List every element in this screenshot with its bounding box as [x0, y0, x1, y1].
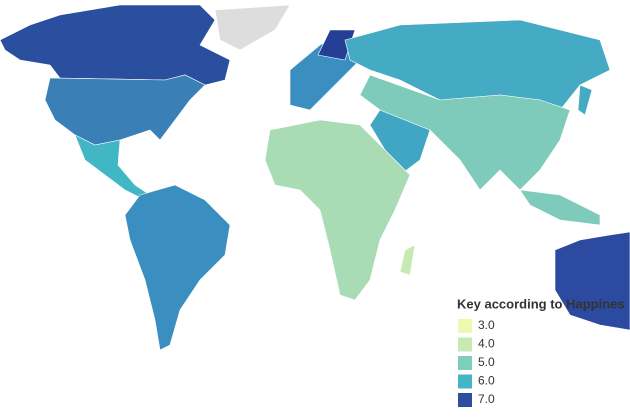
- greenland: [214, 4, 291, 51]
- legend-swatch: [458, 356, 472, 370]
- usa: [44, 74, 206, 146]
- canada: [0, 4, 231, 86]
- legend-title: Key according to Happines: [457, 296, 625, 311]
- legend-label: 5.0: [478, 355, 495, 369]
- africa: [264, 119, 411, 301]
- south-america: [124, 184, 231, 351]
- legend-swatch: [458, 319, 472, 333]
- legend-swatch: [458, 393, 472, 407]
- indonesia: [519, 189, 601, 226]
- legend-label: 7.0: [478, 392, 495, 406]
- legend-label: 3.0: [478, 318, 495, 332]
- legend: Key according to Happines 3.0 4.0 5.0 6.0 7.…: [457, 296, 625, 407]
- landmass: [0, 4, 630, 351]
- legend-swatch: [458, 337, 472, 352]
- madagascar: [399, 244, 416, 276]
- scandinavia: [317, 29, 356, 61]
- central-america: [74, 134, 151, 201]
- japan: [577, 84, 593, 116]
- legend-label: 4.0: [478, 337, 495, 351]
- legend-label: 6.0: [478, 374, 495, 388]
- legend-swatch: [458, 374, 472, 389]
- australia: [554, 231, 630, 331]
